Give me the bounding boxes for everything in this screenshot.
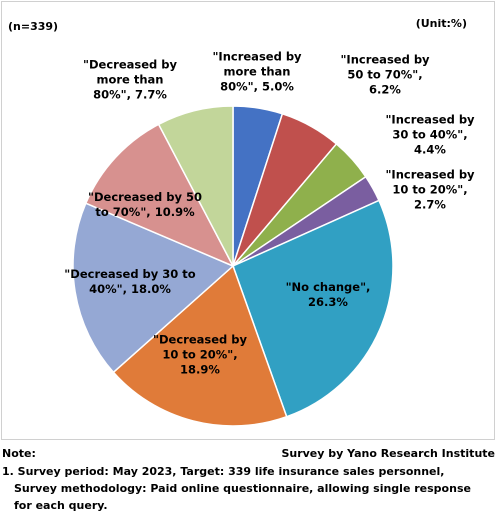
data-label: "Decreased by 50 to 70%", 10.9%: [88, 190, 203, 220]
note-line: for each query.: [14, 499, 108, 512]
category-label: "No change",: [285, 280, 371, 295]
data-label: "Increased by more than 80%", 5.0%: [207, 50, 307, 95]
category-label: "Decreased by more than 80%",: [83, 57, 177, 102]
note-title: Note:: [2, 447, 36, 460]
value-label: 7.7%: [135, 87, 167, 102]
data-label: "Decreased by 30 to 40%", 18.0%: [60, 267, 200, 297]
category-label: "Increased by 30 to 40%",: [385, 112, 475, 142]
category-label: "Increased by 10 to 20%",: [385, 167, 475, 197]
data-label: "Increased by 10 to 20%", 2.7%: [380, 168, 480, 213]
data-label: "Decreased by more than 80%", 7.7%: [83, 58, 178, 103]
note-line: Survey methodology: Paid online question…: [14, 482, 471, 495]
data-label: "Increased by 30 to 40%", 4.4%: [383, 113, 478, 158]
category-label: "Decreased by 50 to 70%",: [87, 190, 202, 219]
value-label: 5.0%: [262, 79, 294, 94]
note-line: 1. Survey period: May 2023, Target: 339 …: [2, 465, 445, 478]
category-label: "Increased by more than 80%",: [212, 49, 302, 94]
value-label: 10.9%: [154, 205, 195, 219]
value-label: 26.3%: [308, 295, 348, 309]
pie-slice: [112, 264, 288, 427]
data-label: "Decreased by 10 to 20%", 18.9%: [148, 333, 253, 378]
sample-note: (n=339): [8, 20, 59, 33]
data-label: "No change", 26.3%: [281, 280, 376, 310]
category-label: "Decreased by 30 to 40%",: [64, 267, 196, 296]
pie-slice: [232, 199, 394, 418]
source: Survey by Yano Research Institute: [281, 447, 495, 460]
pie-slice: [72, 202, 235, 374]
value-label: 6.2%: [369, 82, 401, 97]
data-label: "Increased by 50 to 70%", 6.2%: [338, 53, 433, 98]
category-label: "Increased by 50 to 70%",: [340, 52, 430, 82]
unit-note: (Unit:%): [415, 17, 467, 30]
value-label: 4.4%: [414, 142, 446, 157]
chart-border: [1, 1, 495, 440]
value-label: 2.7%: [414, 197, 446, 212]
pie-slice: [157, 105, 234, 267]
category-label: "Decreased by 10 to 20%",: [153, 332, 247, 362]
value-label: 18.0%: [131, 282, 171, 296]
value-label: 18.9%: [180, 362, 220, 377]
pie-slice: [84, 123, 235, 268]
